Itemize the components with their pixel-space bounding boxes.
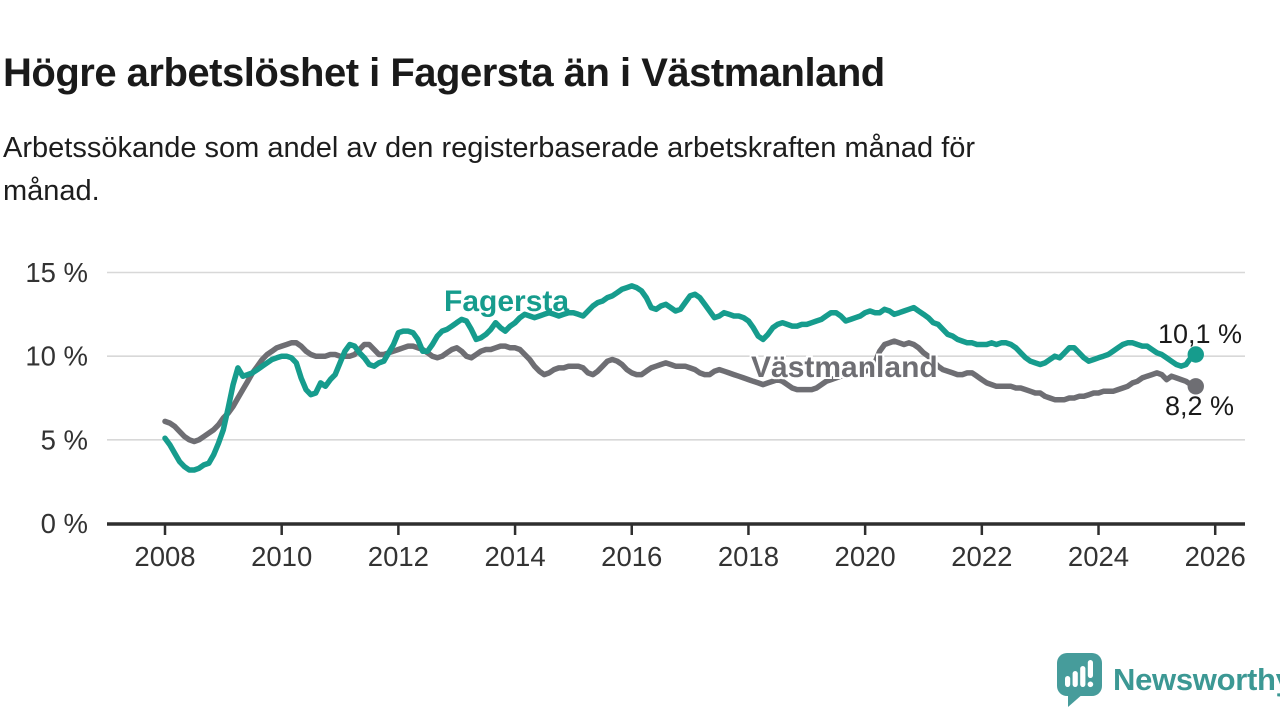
- x-tick-label: 2020: [835, 541, 896, 572]
- y-tick-label: 5 %: [41, 424, 88, 455]
- series-label-fagersta: Fagersta: [444, 285, 570, 318]
- x-tick-label: 2008: [134, 541, 195, 572]
- y-tick-label: 10 %: [25, 341, 88, 372]
- end-value-label-vastmanland: 8,2 %: [1165, 391, 1235, 421]
- series-line-fagersta: [162, 283, 1199, 473]
- chart-title: Högre arbetslöshet i Fagersta än i Västm…: [3, 50, 885, 95]
- newsworthy-bubble-chart-icon: [1057, 652, 1103, 709]
- x-tick-label: 2010: [251, 541, 312, 572]
- x-tick-label: 2026: [1185, 541, 1246, 572]
- end-value-label-fagersta: 10,1 %: [1158, 319, 1243, 349]
- x-tick-label: 2012: [368, 541, 429, 572]
- x-tick-label: 2016: [601, 541, 662, 572]
- x-tick-label: 2014: [484, 541, 545, 572]
- newsworthy-logo-text: Newsworthy: [1113, 662, 1280, 697]
- x-tick-label: 2022: [951, 541, 1012, 572]
- x-tick-label: 2024: [1068, 541, 1129, 572]
- x-tick-label: 2018: [718, 541, 779, 572]
- series-end-dot-fagersta: [1187, 346, 1204, 363]
- chart-subtitle: Arbetssökande som andel av den registerb…: [3, 132, 976, 207]
- series-label-vastmanland: Västmanland: [751, 351, 938, 384]
- newsworthy-logo: Newsworthy: [1057, 652, 1280, 708]
- y-tick-label: 0 %: [41, 508, 88, 539]
- series-end-dot-västmanland: [1187, 378, 1204, 395]
- y-tick-label: 15 %: [25, 257, 88, 288]
- series-line-västmanland: [162, 338, 1199, 445]
